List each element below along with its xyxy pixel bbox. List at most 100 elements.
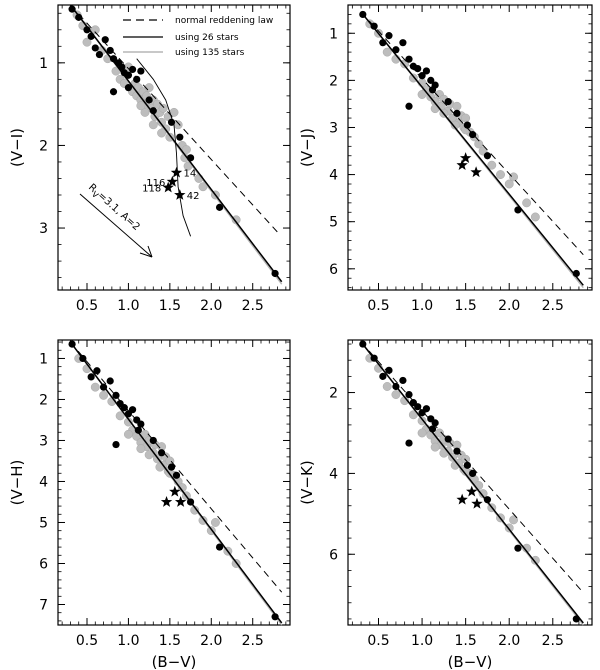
y-axis-label: (V−K)	[298, 460, 316, 504]
x-tick-label: 1.5	[455, 298, 477, 314]
black-point	[572, 615, 580, 623]
x-tick-label: 0.5	[76, 298, 98, 314]
reddening-annotation: RV=3.1, A=2	[85, 182, 142, 235]
y-tick-label: 5	[329, 215, 338, 231]
panel-v-h: 0.5 1.0 1.5 2.0 2.5 1 2 3 4 5 6 7 (V−H) (B−V)	[8, 339, 291, 670]
x-tick-label: 2.5	[542, 298, 564, 314]
y-axis-label: (V−J)	[298, 128, 316, 167]
black-point	[414, 403, 422, 411]
y-tick-label: 2	[329, 386, 338, 402]
gray-point	[90, 382, 100, 392]
black-point	[128, 65, 137, 74]
star-marker	[162, 181, 174, 193]
black-point	[137, 420, 145, 428]
x-tick-label: 0.5	[367, 298, 389, 314]
black-point	[106, 377, 114, 385]
star-marker	[169, 485, 181, 497]
x-axis-label: (B−V)	[152, 653, 197, 670]
gray-point	[90, 25, 100, 35]
black-point	[93, 367, 101, 375]
black-point	[431, 419, 439, 427]
x-axis-label: (B−V)	[448, 653, 493, 670]
y-tick-label: 6	[329, 547, 338, 563]
black-point	[91, 44, 99, 52]
black-point	[385, 32, 393, 40]
black-point	[145, 96, 153, 104]
gray-point	[136, 444, 146, 454]
panel-v-j: 0.5 1.0 1.5 2.0 2.5 1 2 3 4 5 6 (V−J)	[298, 4, 593, 314]
black-point	[444, 97, 452, 106]
y-tick-label: 6	[39, 556, 48, 572]
black-point	[172, 471, 181, 479]
y-tick-label: 3	[39, 221, 48, 237]
x-tick-label: 1.0	[117, 298, 139, 314]
gray-point	[148, 120, 158, 130]
normal-reddening-line	[360, 341, 584, 593]
star-label: 42	[187, 191, 200, 202]
y-tick-label: 1	[39, 56, 48, 72]
black-point	[109, 88, 118, 96]
star-marker	[170, 166, 183, 178]
fit-26-line	[69, 4, 283, 283]
gray-point	[173, 120, 183, 130]
gray-point	[496, 170, 505, 180]
black-point	[418, 72, 426, 80]
black-point	[483, 496, 492, 504]
black-point	[118, 63, 126, 71]
black-point	[453, 447, 461, 455]
black-point	[483, 152, 492, 160]
black-point	[112, 391, 120, 399]
black-point	[87, 373, 95, 381]
normal-reddening-line	[70, 341, 283, 593]
gray-point	[144, 450, 154, 460]
black-point	[422, 405, 431, 413]
y-tick-label: 4	[329, 466, 338, 482]
y-tick-label: 1	[329, 26, 338, 42]
gray-point	[210, 518, 220, 527]
star-label: 118	[142, 184, 161, 195]
black-point	[392, 46, 400, 54]
black-point	[112, 440, 120, 449]
black-point	[157, 449, 166, 457]
black-point	[120, 404, 128, 412]
black-point	[428, 425, 437, 433]
black-point	[101, 36, 109, 44]
black-point	[405, 102, 413, 110]
x-tick-label: 2.5	[542, 633, 564, 649]
x-tick-label: 2.0	[498, 298, 520, 314]
star-marker	[459, 152, 472, 163]
black-point	[405, 390, 413, 399]
black-point	[128, 406, 137, 414]
gray-point	[461, 113, 471, 123]
y-tick-label: 2	[329, 73, 338, 89]
black-point	[431, 81, 439, 89]
black-point	[95, 50, 104, 59]
plot-frame	[57, 4, 291, 291]
gray-point	[435, 428, 444, 438]
black-point	[405, 55, 413, 63]
black-point	[134, 426, 142, 434]
star-marker	[174, 495, 187, 507]
gray-point	[430, 442, 440, 452]
black-point	[124, 84, 133, 92]
star-marker	[174, 189, 186, 200]
black-point	[359, 340, 367, 348]
gray-point	[115, 411, 125, 421]
black-point	[463, 461, 471, 469]
y-axis-label: (V−H)	[8, 460, 26, 506]
x-tick-label: 0.5	[76, 633, 98, 649]
black-point	[215, 543, 224, 551]
star-marker	[160, 495, 173, 507]
legend-label: using 26 stars	[175, 33, 239, 43]
black-point	[149, 107, 157, 115]
x-tick-label: 2.0	[200, 633, 222, 649]
black-point	[137, 67, 145, 75]
y-tick-label: 4	[329, 168, 338, 184]
gray-point	[123, 417, 133, 427]
black-point	[75, 13, 83, 21]
y-tick-label: 4	[39, 474, 48, 490]
plot-frame	[57, 339, 291, 626]
black-point	[109, 55, 118, 63]
